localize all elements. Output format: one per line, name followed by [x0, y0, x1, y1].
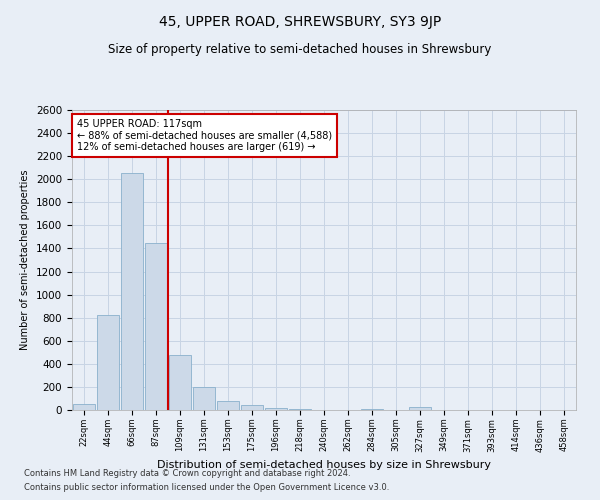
Bar [121, 174, 143, 410]
Text: Contains public sector information licensed under the Open Government Licence v3: Contains public sector information licen… [24, 484, 389, 492]
Bar [409, 406, 431, 410]
Text: 45 UPPER ROAD: 117sqm
← 88% of semi-detached houses are smaller (4,588)
12% of s: 45 UPPER ROAD: 117sqm ← 88% of semi-deta… [77, 119, 332, 152]
Bar [217, 401, 239, 410]
X-axis label: Distribution of semi-detached houses by size in Shrewsbury: Distribution of semi-detached houses by … [157, 460, 491, 470]
Bar [169, 354, 191, 410]
Bar [241, 406, 263, 410]
Y-axis label: Number of semi-detached properties: Number of semi-detached properties [20, 170, 31, 350]
Bar [145, 242, 167, 410]
Text: 45, UPPER ROAD, SHREWSBURY, SY3 9JP: 45, UPPER ROAD, SHREWSBURY, SY3 9JP [159, 15, 441, 29]
Text: Contains HM Land Registry data © Crown copyright and database right 2024.: Contains HM Land Registry data © Crown c… [24, 468, 350, 477]
Text: Size of property relative to semi-detached houses in Shrewsbury: Size of property relative to semi-detach… [109, 42, 491, 56]
Bar [193, 387, 215, 410]
Bar [97, 316, 119, 410]
Bar [265, 408, 287, 410]
Bar [73, 404, 95, 410]
